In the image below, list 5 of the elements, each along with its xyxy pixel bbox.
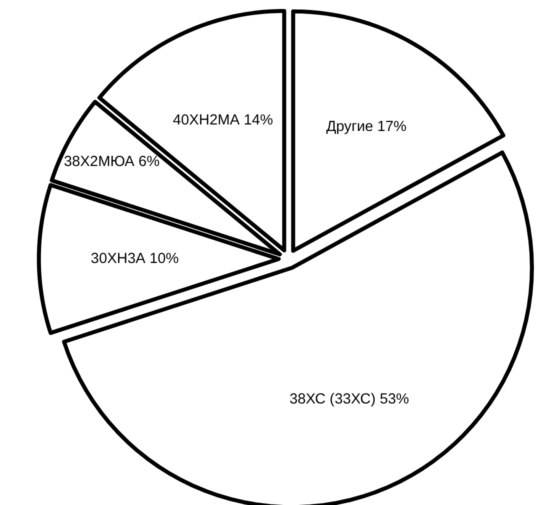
slice-label: 30ХН3А 10%: [90, 250, 179, 267]
slice-label: 38Х2МЮА 6%: [64, 154, 160, 170]
slice-label: 38ХС (33ХС) 53%: [289, 392, 410, 408]
slice-label: 40ХН2МА 14%: [172, 112, 274, 128]
slice-label: Другие 17%: [326, 119, 407, 136]
